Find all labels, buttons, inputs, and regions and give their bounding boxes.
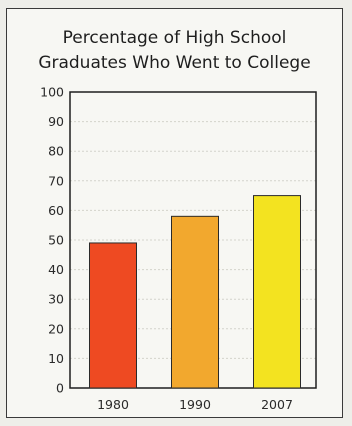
- chart-title: Percentage of High School Graduates Who …: [6, 26, 343, 76]
- y-tick-label-20: 20: [48, 321, 64, 336]
- chart-title-line-1: Percentage of High School: [62, 28, 287, 48]
- y-tick-label-60: 60: [48, 203, 64, 218]
- y-tick-label-40: 40: [48, 262, 64, 277]
- y-tick-label-30: 30: [48, 292, 64, 307]
- x-category-label-1990: 1990: [179, 397, 211, 412]
- y-tick-label-90: 90: [48, 114, 64, 129]
- y-tick-label-70: 70: [48, 173, 64, 188]
- bar-2007: [253, 195, 301, 389]
- y-axis-tick-labels: 0 10 20 30 40 50 60 70 80 90 100: [40, 85, 64, 396]
- bar-1980: [89, 242, 137, 389]
- bars: [89, 195, 301, 389]
- x-category-label-1980: 1980: [97, 397, 129, 412]
- y-tick-label-100: 100: [40, 85, 64, 100]
- y-tick-label-50: 50: [48, 233, 64, 248]
- y-tick-label-80: 80: [48, 144, 64, 159]
- bar-1990: [171, 215, 219, 389]
- y-tick-label-0: 0: [56, 381, 64, 396]
- chart-title-line-2: Graduates Who Went to College: [38, 53, 311, 73]
- x-axis-category-labels: 1980 1990 2007: [97, 397, 293, 412]
- x-category-label-2007: 2007: [261, 397, 293, 412]
- y-tick-label-10: 10: [48, 351, 64, 366]
